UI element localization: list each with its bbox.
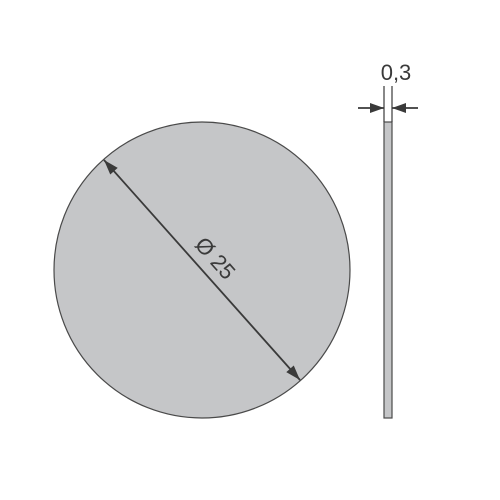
disc-side-view: [384, 122, 392, 418]
thickness-label: 0,3: [381, 60, 412, 85]
technical-drawing: Ø 250,3: [0, 0, 500, 500]
